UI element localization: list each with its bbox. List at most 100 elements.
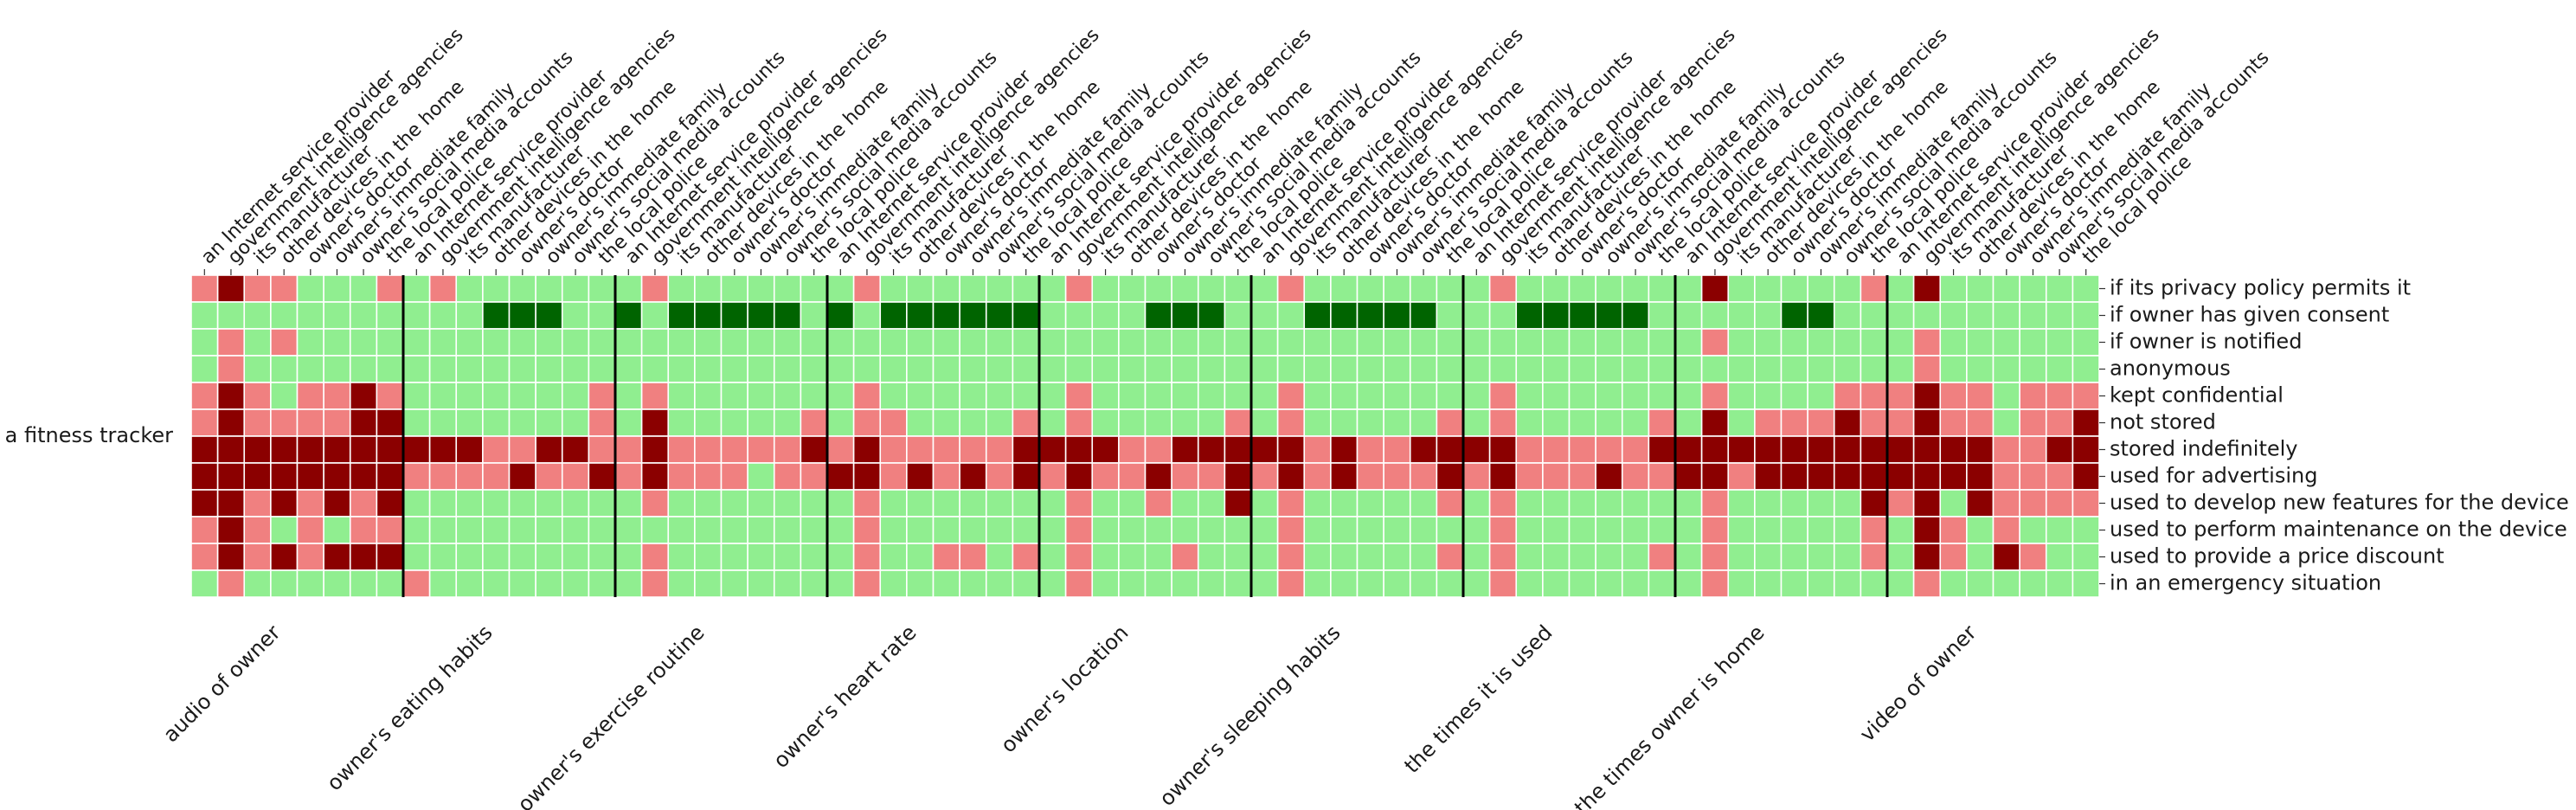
heatmap-cell <box>1171 543 1199 571</box>
heatmap-cell <box>1330 301 1359 330</box>
heatmap-cell <box>1383 408 1411 437</box>
heatmap-cell <box>1939 543 1968 571</box>
condition-label: if owner is notified <box>2110 330 2302 354</box>
heatmap-cell <box>614 355 643 383</box>
heatmap-cell <box>243 569 272 598</box>
heatmap-cell <box>1144 435 1172 464</box>
heatmap-cell <box>1939 355 1968 383</box>
heatmap-cell <box>959 328 987 357</box>
heatmap-cell <box>1356 274 1384 303</box>
heatmap-cell <box>1118 274 1147 303</box>
heatmap-cell <box>323 355 351 383</box>
heatmap-cell <box>720 516 748 544</box>
heatmap-cell <box>1754 274 1783 303</box>
heatmap-cell <box>773 489 802 518</box>
heatmap-cell <box>1436 274 1464 303</box>
heatmap-cell <box>1754 328 1783 357</box>
heatmap-cell <box>1700 489 1730 518</box>
heatmap-cell <box>1462 489 1491 518</box>
heatmap-cell <box>852 543 882 571</box>
heatmap-cell <box>720 462 748 491</box>
heatmap-cell <box>1727 274 1756 303</box>
heatmap-cell <box>1833 435 1862 464</box>
heatmap-cell <box>959 301 987 330</box>
heatmap-cell <box>1436 301 1464 330</box>
heatmap-cell <box>2045 435 2074 464</box>
heatmap-cell <box>773 328 802 357</box>
heatmap-cell <box>1992 382 2020 410</box>
heatmap-cell <box>1674 569 1703 598</box>
heatmap-cell <box>1171 382 1199 410</box>
heatmap-cell <box>1409 328 1438 357</box>
heatmap-cell <box>1568 435 1596 464</box>
heatmap-cell <box>428 489 458 518</box>
heatmap-cell <box>1171 355 1199 383</box>
heatmap-cell <box>1568 569 1596 598</box>
heatmap-cell <box>1462 382 1491 410</box>
group-label: owner's exercise routine <box>513 620 710 810</box>
heatmap-cell <box>1648 489 1676 518</box>
heatmap-cell <box>1754 408 1783 437</box>
heatmap-cell <box>1939 408 1968 437</box>
heatmap-cell <box>720 274 748 303</box>
heatmap-cell <box>1118 382 1147 410</box>
heatmap-cell <box>694 543 723 571</box>
heatmap-cell <box>1939 274 1968 303</box>
condition-label: in an emergency situation <box>2110 571 2381 595</box>
heatmap-cell <box>826 462 855 491</box>
heatmap-cell <box>985 516 1014 544</box>
heatmap-cell <box>482 274 511 303</box>
heatmap-cell <box>296 382 324 410</box>
heatmap-cell <box>1912 274 1942 303</box>
heatmap-cell <box>1250 328 1279 357</box>
heatmap-cell <box>1064 301 1094 330</box>
heatmap-cell <box>402 489 431 518</box>
heatmap-cell <box>455 382 484 410</box>
heatmap-cell <box>270 408 299 437</box>
heatmap-cell <box>1515 543 1544 571</box>
heatmap-cell <box>640 382 670 410</box>
heatmap-cell <box>1250 382 1279 410</box>
heatmap-cell <box>800 355 828 383</box>
heatmap-cell <box>1330 435 1359 464</box>
heatmap-cell <box>1303 328 1332 357</box>
heatmap-cell <box>402 355 431 383</box>
heatmap-cell <box>1224 462 1252 491</box>
heatmap-cell <box>1303 435 1332 464</box>
heatmap-cell <box>1912 489 1942 518</box>
heatmap-cell <box>1171 516 1199 544</box>
heatmap-cell <box>296 328 324 357</box>
heatmap-cell <box>588 543 616 571</box>
heatmap-cell <box>1303 543 1332 571</box>
heatmap-cell <box>323 301 351 330</box>
heatmap-cell <box>1038 408 1067 437</box>
heatmap-cell <box>1886 301 1915 330</box>
heatmap-cell <box>1780 301 1808 330</box>
heatmap-cell <box>1250 301 1279 330</box>
heatmap-cell <box>1091 355 1120 383</box>
heatmap-cell <box>640 489 670 518</box>
heatmap-cell <box>1488 408 1518 437</box>
heatmap-cell <box>773 274 802 303</box>
heatmap-cell <box>1886 355 1915 383</box>
heatmap-cell <box>852 301 882 330</box>
heatmap-cell <box>1727 569 1756 598</box>
heatmap-cell <box>1886 543 1915 571</box>
heatmap-cell <box>535 274 563 303</box>
heatmap-cell <box>1118 489 1147 518</box>
heatmap-cell <box>1621 408 1650 437</box>
heatmap-cell <box>1224 408 1252 437</box>
heatmap-cell <box>376 462 404 491</box>
heatmap-cell <box>932 382 960 410</box>
heatmap-cell <box>1515 408 1544 437</box>
heatmap-cell <box>1197 408 1226 437</box>
heatmap-cell <box>1171 328 1199 357</box>
heatmap-cell <box>1674 543 1703 571</box>
heatmap-cell <box>614 408 643 437</box>
heatmap-cell <box>906 569 935 598</box>
heatmap-cell <box>1064 516 1094 544</box>
heatmap-cell <box>561 301 590 330</box>
heatmap-cell <box>1648 543 1676 571</box>
heatmap-cell <box>1568 355 1596 383</box>
heatmap-cell <box>1568 543 1596 571</box>
